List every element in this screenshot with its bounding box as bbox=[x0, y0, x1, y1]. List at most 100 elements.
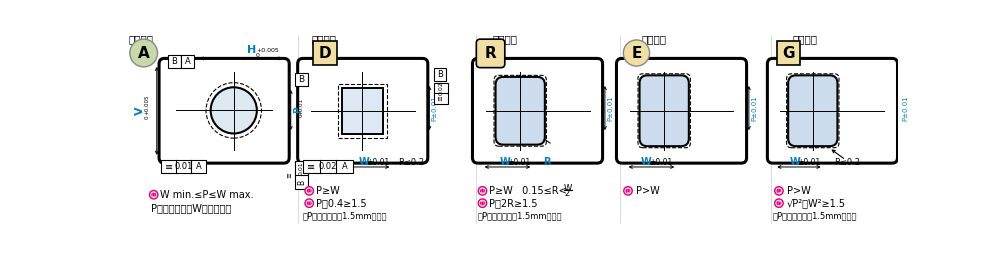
Text: R: R bbox=[543, 157, 551, 167]
Text: （P尺寸直杆部为1.5mm以上）: （P尺寸直杆部为1.5mm以上） bbox=[478, 211, 562, 220]
Bar bbox=[295, 73, 308, 86]
Text: 0: 0 bbox=[144, 115, 149, 119]
Circle shape bbox=[775, 187, 783, 195]
Text: P≥W: P≥W bbox=[316, 186, 340, 196]
Circle shape bbox=[775, 199, 783, 207]
Text: B: B bbox=[297, 180, 306, 185]
Text: ⓪: ⓪ bbox=[481, 201, 484, 206]
FancyBboxPatch shape bbox=[476, 39, 505, 68]
Text: 2: 2 bbox=[564, 189, 569, 198]
Text: W: W bbox=[499, 157, 510, 167]
Text: B: B bbox=[437, 70, 443, 79]
Text: 刃口形状: 刃口形状 bbox=[492, 35, 517, 45]
Text: 0: 0 bbox=[256, 53, 260, 58]
Text: G: G bbox=[782, 46, 795, 61]
Text: （P尺寸直杆部为1.5mm以上）: （P尺寸直杆部为1.5mm以上） bbox=[773, 211, 857, 220]
Bar bbox=[181, 55, 194, 68]
FancyBboxPatch shape bbox=[777, 42, 800, 65]
Text: 刃口形状: 刃口形状 bbox=[128, 35, 153, 45]
Text: 刃口形状: 刃口形状 bbox=[642, 35, 667, 45]
Text: W: W bbox=[790, 157, 800, 167]
Circle shape bbox=[130, 39, 158, 67]
Text: P±0.01: P±0.01 bbox=[432, 95, 438, 121]
Text: R: R bbox=[485, 46, 496, 61]
Text: P±0.01: P±0.01 bbox=[751, 95, 757, 121]
Text: ≡: ≡ bbox=[438, 95, 444, 101]
Bar bbox=[295, 161, 308, 189]
Text: ±0.01: ±0.01 bbox=[366, 158, 389, 167]
Text: +0.01: +0.01 bbox=[298, 98, 303, 115]
Text: ⓪: ⓪ bbox=[627, 188, 629, 193]
Text: A: A bbox=[138, 46, 150, 60]
Text: ⓪: ⓪ bbox=[308, 188, 311, 193]
Text: B: B bbox=[171, 57, 177, 66]
Text: B: B bbox=[298, 75, 305, 84]
Text: 0.01: 0.01 bbox=[299, 161, 304, 175]
Text: P≥W   0.15≤R<: P≥W 0.15≤R< bbox=[489, 186, 567, 196]
FancyBboxPatch shape bbox=[788, 75, 837, 146]
Text: P>W: P>W bbox=[787, 186, 810, 196]
Text: √P²－W²≥1.5: √P²－W²≥1.5 bbox=[787, 198, 846, 208]
FancyBboxPatch shape bbox=[616, 58, 747, 163]
Text: ⓪: ⓪ bbox=[777, 188, 780, 193]
Text: 4－C0.5: 4－C0.5 bbox=[168, 162, 197, 171]
Circle shape bbox=[305, 199, 313, 207]
Text: D: D bbox=[319, 46, 331, 61]
FancyBboxPatch shape bbox=[342, 88, 383, 134]
Text: A: A bbox=[185, 57, 191, 66]
Text: P>W: P>W bbox=[636, 186, 659, 196]
Text: ⓪: ⓪ bbox=[152, 192, 155, 197]
Text: +0.005: +0.005 bbox=[256, 48, 279, 53]
Text: 0.02: 0.02 bbox=[319, 162, 337, 171]
Circle shape bbox=[478, 187, 487, 195]
Text: ⓪: ⓪ bbox=[777, 201, 780, 206]
Text: P－2R≥1.5: P－2R≥1.5 bbox=[489, 198, 538, 208]
Text: V: V bbox=[135, 106, 145, 115]
Text: 0: 0 bbox=[298, 114, 303, 117]
FancyBboxPatch shape bbox=[472, 58, 603, 163]
Text: ≡: ≡ bbox=[286, 172, 292, 178]
Text: W: W bbox=[358, 157, 369, 167]
FancyBboxPatch shape bbox=[298, 58, 428, 163]
Text: ⓪: ⓪ bbox=[481, 188, 484, 193]
Text: A: A bbox=[196, 162, 201, 171]
Text: P±0.01: P±0.01 bbox=[902, 95, 908, 121]
Text: ±0.01: ±0.01 bbox=[797, 158, 821, 167]
Circle shape bbox=[623, 40, 650, 66]
Bar bbox=[168, 55, 181, 68]
Text: ≡: ≡ bbox=[165, 162, 173, 172]
Text: A: A bbox=[342, 162, 348, 171]
Bar bbox=[434, 83, 448, 104]
Text: ±0.01: ±0.01 bbox=[507, 158, 530, 167]
Text: H: H bbox=[247, 45, 256, 54]
Text: ±0.01: ±0.01 bbox=[649, 158, 672, 167]
Text: +0.005: +0.005 bbox=[144, 94, 149, 115]
Text: 刃口形状: 刃口形状 bbox=[311, 35, 336, 45]
Text: R≤0.2: R≤0.2 bbox=[399, 158, 425, 167]
Text: P: P bbox=[293, 107, 302, 113]
Text: P－0.4≥1.5: P－0.4≥1.5 bbox=[316, 198, 367, 208]
Text: P±0.01: P±0.01 bbox=[607, 95, 613, 121]
FancyBboxPatch shape bbox=[640, 75, 689, 146]
Text: W: W bbox=[564, 184, 572, 193]
FancyBboxPatch shape bbox=[159, 58, 289, 163]
Circle shape bbox=[211, 87, 257, 133]
Circle shape bbox=[305, 187, 313, 195]
Bar bbox=[434, 68, 446, 81]
Text: W: W bbox=[641, 157, 652, 167]
Text: 0.01: 0.01 bbox=[175, 162, 193, 171]
FancyBboxPatch shape bbox=[313, 42, 337, 65]
Text: R≤0.2: R≤0.2 bbox=[834, 158, 860, 167]
Circle shape bbox=[149, 191, 158, 199]
Bar bbox=[303, 160, 353, 173]
Text: W min.≤P≤W max.: W min.≤P≤W max. bbox=[160, 190, 253, 200]
Text: 刃口形状: 刃口形状 bbox=[793, 35, 818, 45]
Bar bbox=[161, 160, 206, 173]
Circle shape bbox=[478, 199, 487, 207]
Text: ≡: ≡ bbox=[307, 162, 315, 172]
Text: ⓪: ⓪ bbox=[308, 201, 311, 206]
Circle shape bbox=[624, 187, 632, 195]
Text: P尺寸范围应在W尺寸范围内: P尺寸范围应在W尺寸范围内 bbox=[151, 204, 231, 214]
Text: 0.02: 0.02 bbox=[438, 82, 443, 95]
FancyBboxPatch shape bbox=[767, 58, 898, 163]
